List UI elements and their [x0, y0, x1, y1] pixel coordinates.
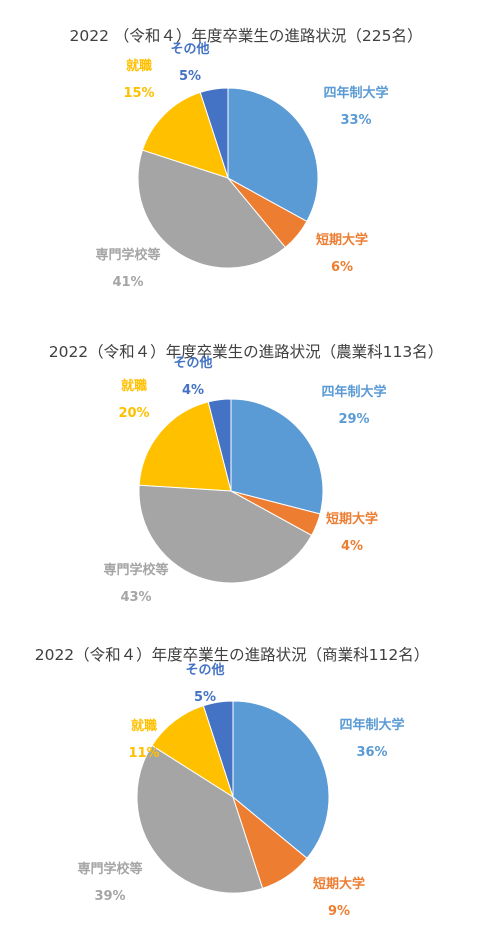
category-label-vocational-school: 専門学校等	[77, 861, 142, 877]
category-label-vocational-school: 専門学校等	[95, 247, 160, 263]
pie-slice-four-year-university	[232, 700, 330, 859]
pie-slice-four-year-university	[230, 398, 324, 515]
percent-label-employment: 20%	[118, 406, 149, 421]
category-label-employment: 就職	[126, 58, 152, 74]
percent-label-four-year-university: 29%	[338, 412, 369, 427]
category-label-employment: 就職	[121, 378, 147, 394]
chart-title: 2022 （令和４）年度卒業生の進路状況（225名）	[70, 27, 423, 45]
pie-slice-vocational-school	[136, 744, 264, 894]
category-label-employment: 就職	[131, 718, 157, 734]
chart-title: 2022（令和４）年度卒業生の進路状況（農業科113名）	[49, 343, 444, 361]
percent-label-junior-college: 6%	[331, 260, 353, 275]
pie-slice-employment	[141, 91, 229, 179]
pie-slice-employment	[138, 401, 232, 492]
percent-label-other: 5%	[194, 690, 216, 705]
percent-label-junior-college: 9%	[328, 904, 350, 919]
percent-label-employment: 15%	[123, 86, 154, 101]
category-label-four-year-university: 四年制大学	[321, 384, 386, 400]
percent-label-other: 5%	[179, 69, 201, 84]
percent-label-vocational-school: 39%	[94, 889, 125, 904]
category-label-other: その他	[173, 355, 212, 371]
percent-label-four-year-university: 33%	[340, 113, 371, 128]
pie-slice-vocational-school	[137, 149, 287, 269]
percent-label-vocational-school: 41%	[112, 275, 143, 290]
category-label-other: その他	[185, 662, 224, 678]
category-label-four-year-university: 四年制大学	[323, 85, 388, 101]
percent-label-four-year-university: 36%	[356, 745, 387, 760]
percent-label-junior-college: 4%	[341, 539, 363, 554]
chart-svg: 2022 （令和４）年度卒業生の進路状況（225名） 四年制大学 33% 短期大学 6…	[70, 27, 423, 290]
chart-title: 2022（令和４）年度卒業生の進路状況（商業科112名）	[35, 646, 430, 664]
percent-label-other: 4%	[182, 383, 204, 398]
category-label-four-year-university: 四年制大学	[339, 717, 404, 733]
category-label-junior-college: 短期大学	[313, 876, 365, 892]
pie-slice-four-year-university	[227, 87, 319, 223]
pie-chart-agriculture: 2022（令和４）年度卒業生の進路状況（農業科113名） 四年制大学 29% 短期大…	[0, 310, 492, 630]
pie-chart-commerce: 2022（令和４）年度卒業生の進路状況（商業科112名） 四年制大学 36% 短期大…	[0, 630, 492, 951]
chart-svg: 2022（令和４）年度卒業生の進路状況（商業科112名） 四年制大学 36% 短期大…	[35, 646, 430, 919]
pie-slice-employment	[151, 705, 234, 799]
category-label-other: その他	[170, 41, 209, 57]
chart-svg: 2022（令和４）年度卒業生の進路状況（農業科113名） 四年制大学 29% 短期大…	[49, 343, 444, 605]
percent-label-employment: 11%	[128, 746, 159, 761]
percent-label-vocational-school: 43%	[120, 590, 151, 605]
pie-slice-vocational-school	[138, 484, 313, 584]
category-label-junior-college: 短期大学	[326, 511, 378, 527]
pie-chart-overall: 2022 （令和４）年度卒業生の進路状況（225名） 四年制大学 33% 短期大学 6…	[0, 0, 492, 310]
category-label-junior-college: 短期大学	[316, 232, 368, 248]
category-label-vocational-school: 専門学校等	[103, 562, 168, 578]
